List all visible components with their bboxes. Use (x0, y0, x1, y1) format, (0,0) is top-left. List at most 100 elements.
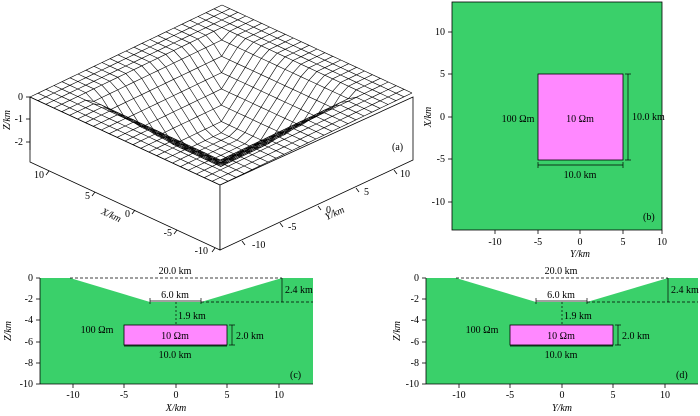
y-tick-label: -6 (25, 337, 33, 348)
basin-top-width-label: 20.0 km (545, 266, 578, 277)
block-resistivity: 10 Ωm (161, 331, 189, 342)
x-tick-label: -5 (506, 390, 514, 401)
x-tick-label: 10 (274, 390, 284, 401)
panel-label: (d) (676, 370, 688, 381)
block-width-label: 10.0 km (545, 350, 578, 361)
y-tick-label: 5 (364, 187, 369, 198)
x-axis-label: Y/km (552, 403, 572, 414)
panel-label: (a) (392, 142, 403, 153)
mesh-line (188, 78, 381, 171)
basin-top-width-label: 20.0 km (159, 266, 192, 277)
host-resistivity: 100 Ωm (466, 325, 499, 336)
x-tick-label: 5 (85, 191, 90, 202)
block-height-label: 10.0 km (632, 112, 665, 123)
x-tick-label: 0 (560, 390, 565, 401)
y-tick-label: -6 (411, 337, 419, 348)
basin-bottom-width-label: 6.0 km (547, 290, 575, 301)
y-tick-label: 5 (440, 69, 445, 80)
mesh-line (69, 23, 262, 116)
panel-d: 6.0 km 20.0 km 2.4 km 1.9 km 10 Ωm 100 Ω… (392, 266, 699, 414)
mesh-line (197, 16, 389, 105)
y-tick-label: 0 (440, 112, 445, 123)
y-tick-label: -10 (406, 379, 419, 390)
mesh-line (211, 89, 405, 182)
x-tick-label: -5 (164, 228, 172, 239)
panel-label: (c) (290, 370, 301, 381)
basin-bottom-width-label: 6.0 km (161, 290, 189, 301)
y-tick-label: 0 (28, 273, 33, 284)
x-axis-label: Y/km (570, 249, 590, 260)
mesh-line (181, 23, 373, 113)
y-tick-label: -2 (411, 294, 419, 305)
basin-depth-label: 2.4 km (285, 285, 313, 296)
x-axis-label: X/km (99, 206, 123, 225)
x-tick-label: 5 (225, 390, 230, 401)
x-tick-label: -10 (195, 246, 208, 257)
z-tick-label: -1 (15, 114, 23, 125)
basin-depth-label: 2.4 km (671, 285, 699, 296)
block-resistivity: 10 Ωm (566, 114, 594, 125)
y-tick-label: 0 (414, 273, 419, 284)
z-tick-label: 0 (18, 92, 23, 103)
x-axis-label: X/km (165, 403, 187, 414)
conductive-block (537, 73, 624, 161)
block-left-face (29, 96, 221, 251)
x-tick-label: 10 (657, 237, 667, 248)
y-tick-label: -10 (252, 240, 265, 251)
y-tick-label: -8 (25, 358, 33, 369)
x-tick-label: 0 (125, 209, 130, 220)
y-tick-label: 10 (435, 27, 445, 38)
block-width-label: 10.0 km (159, 350, 192, 361)
host-resistivity: 100 Ωm (81, 325, 114, 336)
conductive-block (123, 324, 228, 346)
gap-label: 1.9 km (178, 311, 206, 322)
y-tick-label: -10 (432, 197, 445, 208)
panel-a: 0 -1 -2 Z/km 10 5 0 -5 -10 X/km -10 -5 0… (2, 4, 414, 257)
mesh-line (204, 85, 397, 178)
x-tick-label: -10 (66, 390, 79, 401)
y-tick-label: 0 (326, 205, 331, 216)
mesh-line (219, 92, 413, 186)
panel-c: 6.0 km 20.0 km 2.4 km 1.9 km 10 Ωm 100 Ω… (3, 266, 313, 414)
x-tick-label: -10 (452, 390, 465, 401)
gap-label: 1.9 km (564, 311, 592, 322)
z-axis-label: Z/km (2, 110, 13, 130)
block-right-face (219, 96, 414, 251)
block-resistivity: 10 Ωm (547, 331, 575, 342)
mesh-line (213, 8, 405, 98)
y-tick-label: -4 (411, 315, 419, 326)
x-tick-label: 10 (660, 390, 670, 401)
x-tick-label: 0 (174, 390, 179, 401)
y-tick-label: 10 (400, 169, 410, 180)
mesh-line (141, 43, 333, 148)
y-tick-label: -4 (25, 315, 33, 326)
x-tick-label: -5 (534, 237, 542, 248)
y-tick-label: -5 (437, 154, 445, 165)
basin-mesh-surface (29, 4, 413, 186)
x-tick-label: 0 (578, 237, 583, 248)
y-tick-label: -8 (411, 358, 419, 369)
conductive-block (509, 324, 614, 346)
y-tick-label: -10 (20, 379, 33, 390)
y-tick-label: -2 (25, 294, 33, 305)
block-thickness-label: 2.0 km (622, 331, 650, 342)
x-tick-label: 5 (621, 237, 626, 248)
z-tick-label: -2 (15, 137, 23, 148)
x-tick-label: -5 (120, 390, 128, 401)
panel-b: 10 Ωm 100 Ωm 10.0 km 10.0 km 10 5 0 -5 -… (423, 1, 667, 260)
x-tick-label: 5 (611, 390, 616, 401)
y-axis-label: Z/km (392, 321, 403, 341)
host-resistivity: 100 Ωm (502, 114, 535, 125)
y-axis-label: X/km (423, 107, 434, 129)
y-tick-label: -5 (288, 222, 296, 233)
y-axis-label: Z/km (3, 321, 14, 341)
x-tick-label: 10 (34, 170, 44, 181)
mesh-line (221, 4, 413, 94)
block-thickness-label: 2.0 km (236, 331, 264, 342)
mesh-line (149, 39, 341, 144)
x-tick-label: -10 (488, 237, 501, 248)
block-width-label: 10.0 km (564, 170, 597, 181)
mesh-line (196, 81, 389, 175)
mesh-line (205, 12, 397, 101)
